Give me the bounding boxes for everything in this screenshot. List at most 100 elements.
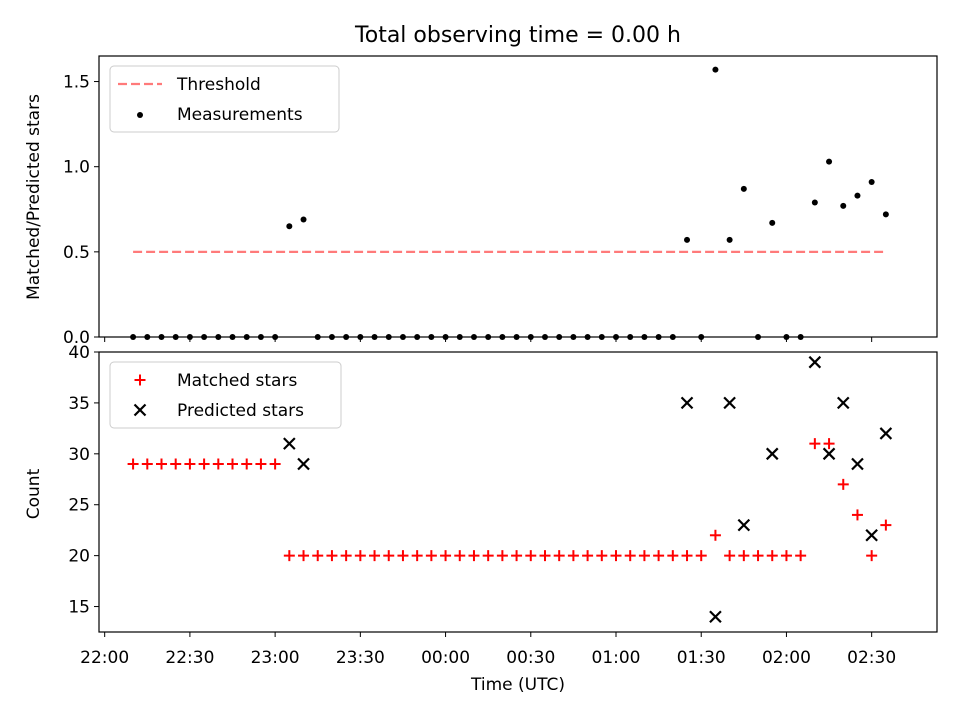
matched-star-point [496, 550, 508, 562]
matched-star-point [738, 550, 750, 562]
top-ylabel: Matched/Predicted stars [24, 94, 44, 300]
matched-star-point [340, 550, 352, 562]
matched-star-point [411, 550, 423, 562]
matched-star-point [241, 458, 253, 470]
predicted-star-point [297, 457, 310, 471]
bottom-ytick-label: 20 [68, 547, 90, 567]
matched-star-point [695, 550, 707, 562]
top-ytick-label: 0.0 [63, 328, 90, 348]
legend-predicted-swatch-b [133, 403, 147, 417]
matched-star-point [795, 550, 807, 562]
bottom-axes-frame [98, 351, 938, 633]
top-title: Total observing time = 0.00 h [354, 23, 681, 48]
predicted-star-point-b [680, 396, 694, 410]
measurement-point [854, 192, 861, 199]
matched-star-point [127, 458, 139, 470]
measurement-point [286, 223, 293, 230]
measurement-point [868, 179, 875, 186]
bottom-xtick-label: 23:00 [251, 648, 300, 668]
matched-star-point [766, 550, 778, 562]
matched-star-point [326, 550, 338, 562]
matched-star-point [582, 550, 594, 562]
predicted-star-point-b [822, 447, 836, 461]
matched-star-point [312, 550, 324, 562]
matched-star-point [212, 458, 224, 470]
matched-star-point [709, 529, 721, 541]
predicted-star-point-b [283, 437, 296, 450]
matched-star-point [780, 550, 792, 562]
legend-threshold-label: Threshold [176, 75, 261, 95]
matched-star-point [269, 458, 281, 470]
matched-star-point [851, 509, 863, 521]
top-legend: Threshold Measurements [109, 65, 340, 133]
bottom-xlabel: Time (UTC) [470, 675, 565, 695]
bottom-xtick-label: 02:00 [762, 648, 811, 668]
matched-star-point [227, 458, 239, 470]
matched-star-point [567, 550, 579, 562]
predicted-star-point-b [709, 610, 722, 624]
bottom-ytick-label: 25 [68, 496, 90, 516]
legend-predicted-swatch [133, 403, 147, 417]
measurement-point [300, 216, 307, 223]
matched-star-point [354, 550, 366, 562]
bottom-xtick-label: 02:30 [847, 648, 896, 668]
bottom-xtick-label: 23:30 [336, 648, 385, 668]
matched-star-point [425, 550, 437, 562]
matched-star-point [198, 458, 210, 470]
predicted-star-point [865, 528, 878, 542]
predicted-star-point-b [737, 518, 751, 532]
matched-star-point [653, 550, 665, 562]
predicted-star-point [709, 610, 722, 624]
measurement-point [840, 202, 847, 209]
predicted-star-point [765, 447, 779, 461]
bottom-xtick-label: 01:30 [677, 648, 726, 668]
bottom-ylabel: Count [24, 468, 44, 519]
predicted-star-point-b [836, 396, 850, 410]
top-ytick-label: 1.0 [63, 158, 90, 178]
measurement-point [882, 211, 889, 218]
predicted-star-point-b [765, 447, 779, 461]
bottom-xtick-label: 22:30 [165, 648, 214, 668]
matched-star-point [397, 550, 409, 562]
matched-star-point [141, 458, 153, 470]
matched-star-point [624, 550, 636, 562]
bottom-xtick-label: 01:00 [592, 648, 641, 668]
matched-star-point [610, 550, 622, 562]
predicted-star-point [836, 396, 850, 410]
predicted-star-point [283, 437, 296, 450]
bottom-legend: Matched stars Predicted stars [109, 361, 342, 429]
bottom-xtick-label: 00:30 [506, 648, 555, 668]
matched-star-point [454, 550, 466, 562]
matched-star-point [283, 550, 295, 562]
top-ytick-label: 0.5 [63, 243, 90, 263]
matched-star-point [525, 550, 537, 562]
bottom-xtick-label: 00:00 [421, 648, 470, 668]
matched-star-point [837, 478, 849, 490]
matched-star-point [482, 550, 494, 562]
legend-matched-label: Matched stars [177, 371, 297, 391]
predicted-star-point-b [865, 528, 878, 542]
legend-frame [109, 361, 342, 429]
matched-star-point [369, 550, 381, 562]
predicted-star-point [723, 396, 736, 410]
predicted-star-point-b [723, 396, 736, 410]
bottom-ytick-label: 15 [68, 598, 90, 618]
matched-star-point [667, 550, 679, 562]
measurement-point [811, 199, 818, 206]
matched-star-point [553, 550, 565, 562]
bottom-xtick-label: 22:00 [80, 648, 129, 668]
measurement-point [726, 236, 733, 243]
matched-star-point [823, 438, 835, 450]
measurement-point [769, 219, 776, 226]
matched-star-point [155, 458, 167, 470]
matched-star-point [880, 519, 892, 531]
matched-star-point [298, 550, 310, 562]
matched-star-point [383, 550, 395, 562]
predicted-star-point [808, 355, 822, 369]
predicted-star-point-b [297, 457, 310, 471]
predicted-star-point-b [851, 457, 864, 471]
matched-star-point [511, 550, 523, 562]
bottom-ytick-label: 35 [68, 394, 90, 414]
legend-measurement-label: Measurements [177, 105, 303, 125]
legend-frame [109, 65, 340, 133]
